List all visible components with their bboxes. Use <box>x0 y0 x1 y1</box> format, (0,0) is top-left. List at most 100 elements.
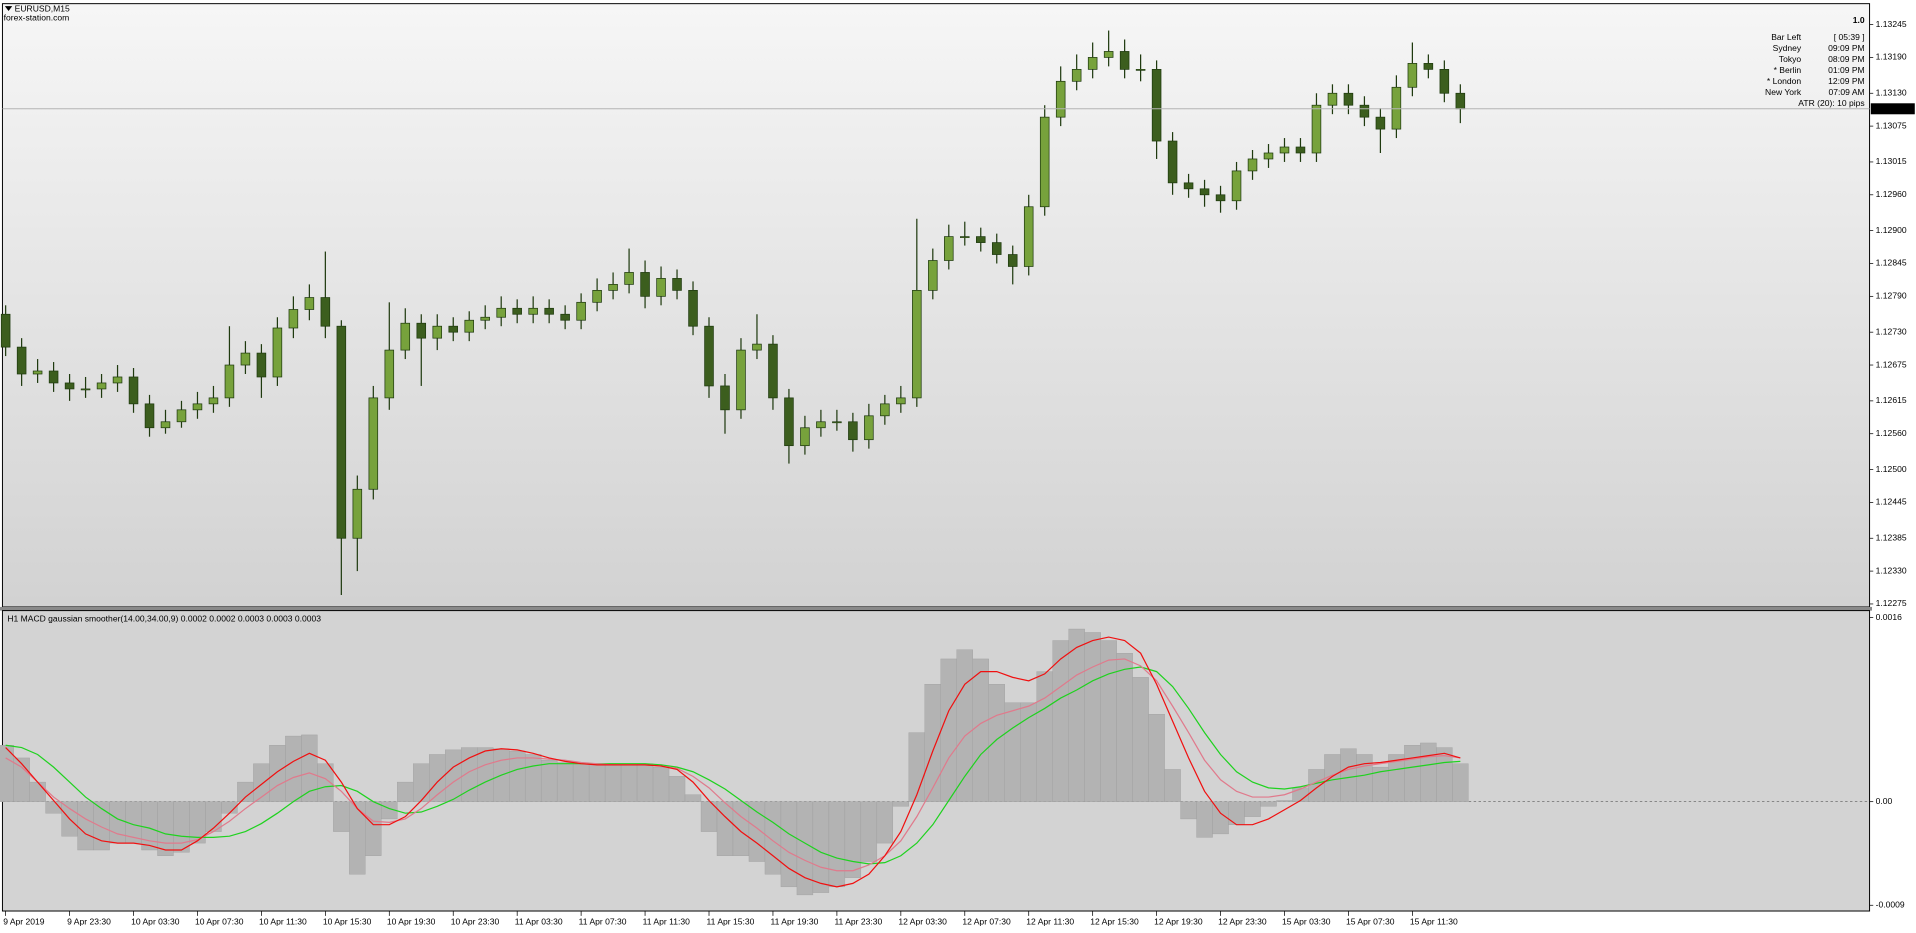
x-tick-label: 15 Apr 11:30 <box>1410 916 1458 926</box>
x-tick-label: 11 Apr 19:30 <box>771 916 819 926</box>
candle-body <box>1231 170 1242 202</box>
candle-body <box>832 421 842 424</box>
candle-body <box>1375 116 1386 130</box>
x-tick-label: 12 Apr 15:30 <box>1090 916 1139 926</box>
candle-body <box>256 352 267 378</box>
info-headline: 1.0 <box>1853 15 1865 25</box>
info-value: 08:09 PM <box>1828 54 1865 64</box>
candle-body <box>1279 146 1290 154</box>
candle-body <box>176 409 187 423</box>
candle-body <box>960 236 970 238</box>
candle-body <box>560 313 570 321</box>
candle-body <box>64 382 75 390</box>
x-tick-label: 12 Apr 23:30 <box>1218 916 1267 926</box>
histogram-bar <box>1068 628 1085 802</box>
histogram-bar <box>365 801 382 856</box>
candle-body <box>848 421 858 441</box>
candle-body <box>1023 206 1034 267</box>
y-tick-label: 1.12275 <box>1876 598 1907 608</box>
histogram-bar <box>1420 742 1437 802</box>
histogram-bar <box>716 801 734 856</box>
y-tick-label: 1.13130 <box>1876 88 1907 98</box>
info-value: 12:09 PM <box>1828 76 1865 86</box>
histogram-bar <box>1276 800 1293 802</box>
histogram-bar <box>413 763 430 802</box>
candle-body <box>1327 92 1338 106</box>
info-footer: ATR (20): 10 pips <box>1798 98 1864 108</box>
histogram-bar <box>141 801 158 851</box>
candle-body <box>896 397 906 405</box>
histogram-bar <box>1036 671 1053 802</box>
histogram-bar <box>1292 787 1309 802</box>
candle-body <box>912 290 922 399</box>
candle-body <box>864 415 874 441</box>
histogram-bar <box>1148 714 1165 802</box>
histogram-bar <box>333 801 350 832</box>
y-tick-label: 1.12445 <box>1876 497 1907 507</box>
candle-body <box>544 307 554 315</box>
histogram-bar <box>524 754 542 802</box>
candle-body <box>704 325 714 387</box>
histogram-bar <box>1196 801 1213 838</box>
y-tick-label: 1.12500 <box>1876 464 1907 474</box>
candle-body <box>1215 194 1226 202</box>
histogram-bar <box>668 776 686 802</box>
histogram-bar <box>253 763 270 802</box>
x-tick-label: 11 Apr 03:30 <box>515 916 563 926</box>
candle-body <box>624 272 634 285</box>
x-tick-label: 10 Apr 19:30 <box>387 916 436 926</box>
y-tick-label: 1.12790 <box>1876 291 1907 301</box>
candle-body <box>1135 69 1146 71</box>
candle-body <box>1007 254 1018 267</box>
candle-body <box>1311 104 1322 154</box>
candle-body <box>816 421 826 429</box>
candle-body <box>592 290 602 303</box>
histogram-bar <box>285 735 302 802</box>
candle-body <box>736 349 746 411</box>
histogram-bar <box>572 763 590 802</box>
histogram-bar <box>828 801 846 888</box>
price-tag-label: 1.13104 <box>1873 103 1904 113</box>
histogram-bar <box>588 763 606 802</box>
candle-body <box>720 385 730 411</box>
candle-body <box>1087 57 1098 70</box>
candle-body <box>991 242 1002 255</box>
histogram-bar <box>1340 748 1357 802</box>
histogram-bar <box>748 801 766 862</box>
macd-line <box>5 666 1461 865</box>
candle-body <box>320 297 331 327</box>
candle-body <box>288 309 299 329</box>
x-tick-label: 11 Apr 11:30 <box>643 916 690 926</box>
info-value: [ 05:39 ] <box>1834 32 1865 42</box>
candle-body <box>416 322 427 339</box>
candle-body <box>1039 116 1050 208</box>
histogram-bar <box>269 745 286 802</box>
histogram-bar <box>1356 754 1373 802</box>
histogram-bar <box>77 801 94 851</box>
x-tick-label: 11 Apr 15:30 <box>707 916 755 926</box>
histogram-bar <box>860 801 878 862</box>
candle-body <box>576 301 586 321</box>
histogram-bar <box>109 801 126 844</box>
candle-body <box>784 397 794 447</box>
candle-body <box>1407 63 1418 88</box>
histogram-bar <box>924 684 941 802</box>
histogram-bar <box>844 801 862 878</box>
candle-body <box>496 307 506 318</box>
candle-body <box>1391 86 1402 130</box>
y-tick-label: 1.13015 <box>1876 156 1907 166</box>
candle-body <box>1295 146 1306 154</box>
histogram-bar <box>972 658 989 802</box>
histogram-bar <box>892 801 910 807</box>
menu-triangle[interactable] <box>4 6 13 11</box>
histogram-bar <box>684 794 702 802</box>
info-label: New York <box>1765 87 1802 97</box>
histogram-bar <box>636 763 654 802</box>
histogram-bar <box>1452 763 1469 802</box>
histogram-bar <box>540 760 558 802</box>
histogram-bar <box>1164 769 1181 802</box>
candle-body <box>608 284 618 291</box>
info-label: * Berlin <box>1774 65 1802 75</box>
candle-body <box>16 346 27 375</box>
